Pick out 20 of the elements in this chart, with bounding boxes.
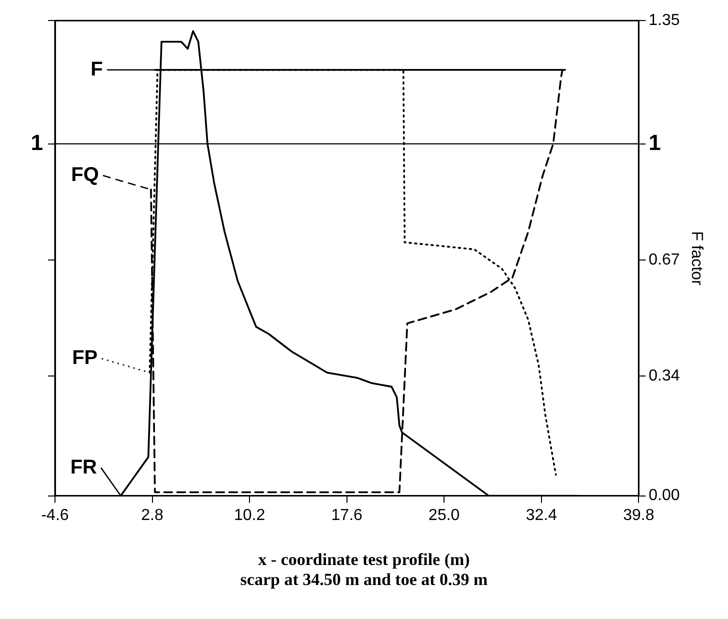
x-tick-label: 25.0 [428,506,460,524]
x-tick-label: 17.6 [331,506,362,524]
y-tick-label: 0.67 [648,251,680,268]
x-axis-title: x - coordinate test profile (m) [257,550,471,570]
x-tick-label: 39.8 [623,506,654,524]
legend-label: FP [72,347,98,370]
y-tick-label: 0.34 [648,368,680,385]
x-tick-label: 10.2 [234,506,266,524]
text: scarp at 34.50 m and toe at 0.39 m [239,570,489,590]
ref-line-label: 1 [30,130,43,155]
y-tick-label: 0.00 [648,487,680,504]
legend-label: FQ [71,164,99,186]
y-tick-label: 1.35 [648,12,680,30]
x-tick-label: -4.6 [41,506,69,524]
x-tick-label: 2.8 [141,506,164,524]
legend-label: F [90,58,103,80]
y-axis-title: F factor [688,231,705,286]
x-tick-label: 32.4 [526,506,558,524]
y-tick-label: 1 [648,130,661,155]
series-label: FR [70,456,98,478]
